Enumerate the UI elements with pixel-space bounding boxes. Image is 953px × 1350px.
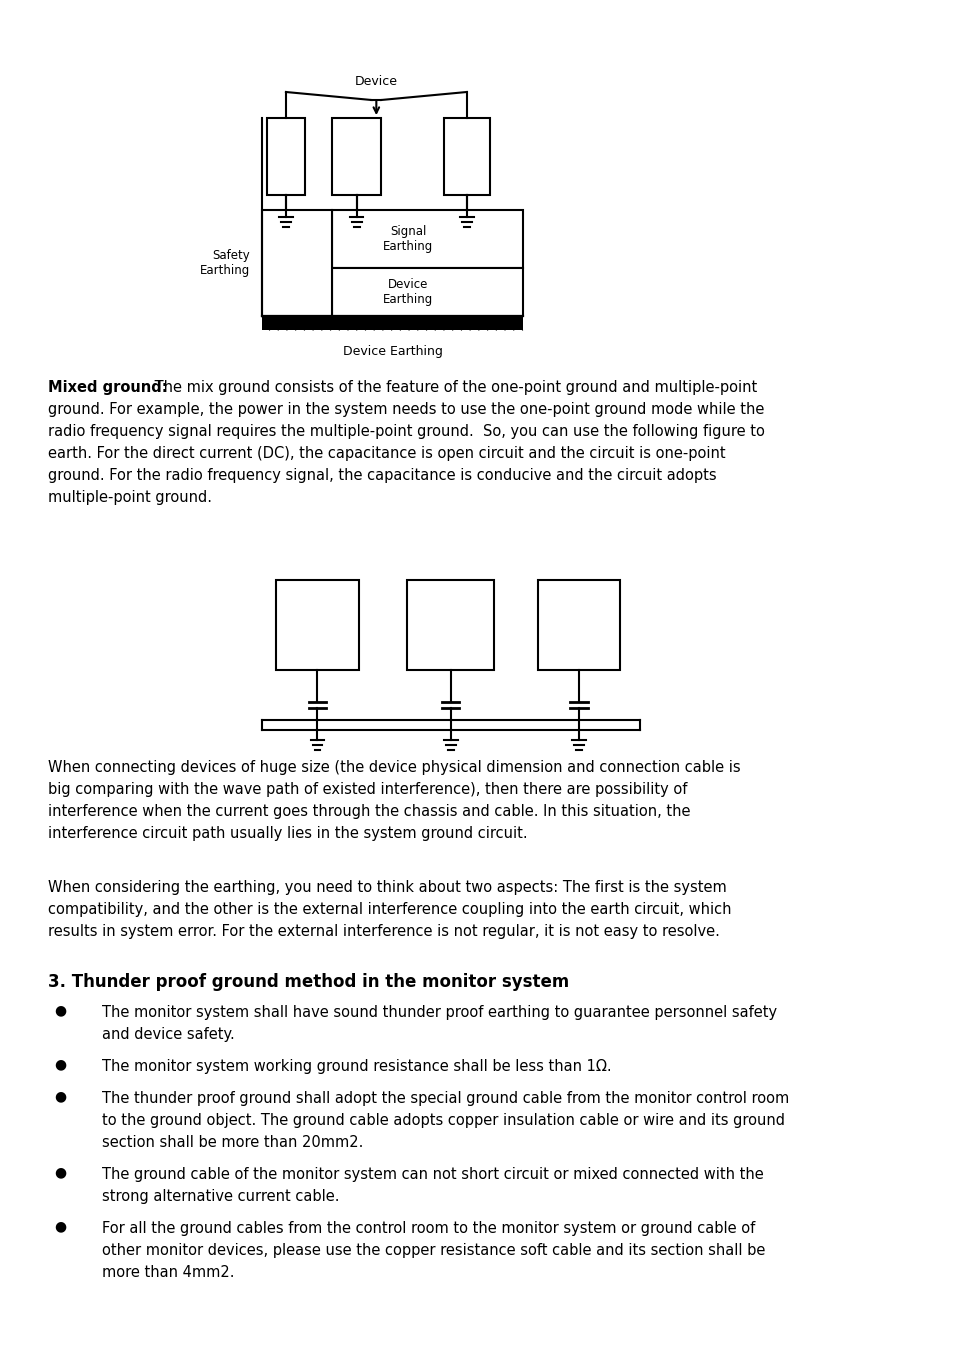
Text: more than 4mm2.: more than 4mm2. [102, 1265, 234, 1280]
Text: interference when the current goes through the chassis and cable. In this situat: interference when the current goes throu… [49, 805, 690, 819]
Text: The mix ground consists of the feature of the one-point ground and multiple-poin: The mix ground consists of the feature o… [150, 379, 757, 396]
Bar [266, 117, 305, 194]
Text: strong alternative current cable.: strong alternative current cable. [102, 1189, 339, 1204]
Bar [276, 580, 358, 670]
Text: The monitor system working ground resistance shall be less than 1Ω.: The monitor system working ground resist… [102, 1058, 611, 1075]
Text: Mixed ground:: Mixed ground: [49, 379, 168, 396]
Bar [443, 117, 489, 194]
Text: interference circuit path usually lies in the system ground circuit.: interference circuit path usually lies i… [49, 826, 528, 841]
Text: ●: ● [54, 1219, 66, 1233]
Bar [333, 269, 523, 316]
Text: ●: ● [54, 1165, 66, 1179]
Text: Device Earthing: Device Earthing [342, 346, 442, 358]
Text: multiple-point ground.: multiple-point ground. [49, 490, 213, 505]
Text: For all the ground cables from the control room to the monitor system or ground : For all the ground cables from the contr… [102, 1220, 754, 1237]
Text: ground. For example, the power in the system needs to use the one-point ground m: ground. For example, the power in the sy… [49, 402, 764, 417]
Text: The monitor system shall have sound thunder proof earthing to guarantee personne: The monitor system shall have sound thun… [102, 1004, 776, 1021]
Text: 3. Thunder proof ground method in the monitor system: 3. Thunder proof ground method in the mo… [49, 973, 569, 991]
Text: to the ground object. The ground cable adopts copper insulation cable or wire an: to the ground object. The ground cable a… [102, 1112, 784, 1129]
Text: big comparing with the wave path of existed interference), then there are possib: big comparing with the wave path of exis… [49, 782, 687, 796]
Bar [407, 580, 494, 670]
Text: Signal
Earthing: Signal Earthing [382, 225, 433, 252]
Bar [537, 580, 619, 670]
Text: other monitor devices, please use the copper resistance soft cable and its secti: other monitor devices, please use the co… [102, 1243, 764, 1258]
Text: Safety
Earthing: Safety Earthing [199, 248, 250, 277]
Bar [333, 117, 380, 194]
Text: radio frequency signal requires the multiple-point ground.  So, you can use the : radio frequency signal requires the mult… [49, 424, 764, 439]
Text: compatibility, and the other is the external interference coupling into the eart: compatibility, and the other is the exte… [49, 902, 731, 917]
Text: When connecting devices of huge size (the device physical dimension and connecti: When connecting devices of huge size (th… [49, 760, 740, 775]
Text: ●: ● [54, 1057, 66, 1071]
Text: When considering the earthing, you need to think about two aspects: The first is: When considering the earthing, you need … [49, 880, 726, 895]
Text: earth. For the direct current (DC), the capacitance is open circuit and the circ: earth. For the direct current (DC), the … [49, 446, 725, 460]
Text: Device: Device [355, 76, 397, 88]
Text: ground. For the radio frequency signal, the capacitance is conducive and the cir: ground. For the radio frequency signal, … [49, 468, 717, 483]
Bar [261, 211, 333, 316]
Text: The thunder proof ground shall adopt the special ground cable from the monitor c: The thunder proof ground shall adopt the… [102, 1091, 788, 1106]
Text: and device safety.: and device safety. [102, 1027, 234, 1042]
Text: ●: ● [54, 1003, 66, 1017]
Bar [333, 211, 523, 269]
Bar [261, 316, 523, 329]
Text: Device
Earthing: Device Earthing [382, 278, 433, 306]
Text: section shall be more than 20mm2.: section shall be more than 20mm2. [102, 1135, 363, 1150]
Text: The ground cable of the monitor system can not short circuit or mixed connected : The ground cable of the monitor system c… [102, 1166, 762, 1183]
Text: results in system error. For the external interference is not regular, it is not: results in system error. For the externa… [49, 923, 720, 940]
Text: ●: ● [54, 1089, 66, 1103]
